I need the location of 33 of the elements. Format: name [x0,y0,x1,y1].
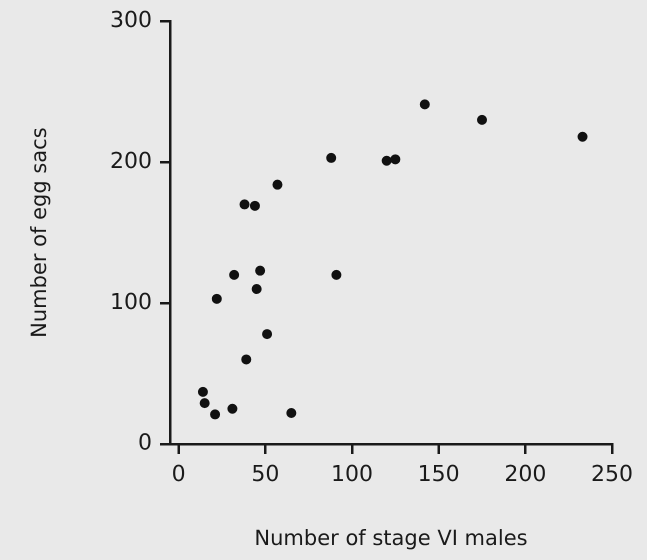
x-axis-title: Number of stage VI males [254,526,528,550]
point [326,152,336,163]
point [390,154,400,164]
y-tick-label: 200 [110,148,152,174]
point [229,270,240,280]
point [382,156,392,166]
point [578,132,588,142]
point [420,99,430,110]
point [262,329,272,340]
x-tick-label: 0 [172,462,186,487]
point [198,386,208,397]
point [286,408,296,418]
point [212,294,222,304]
point [227,404,238,414]
x-tick-label: 50 [251,462,280,487]
x-tick-label: 150 [418,462,460,487]
point [241,354,252,364]
y-axis-title: Number of egg sacs [27,127,52,338]
x-tick-label: 200 [504,462,546,487]
point [272,180,282,190]
point [210,409,220,420]
point [477,114,487,125]
x-tick-label: 250 [591,462,633,487]
point [240,199,250,210]
y-tick-label: 100 [110,290,152,315]
point [331,270,342,280]
point [250,200,260,211]
point [252,284,262,294]
point [200,398,210,408]
y-tick-label: 0 [138,430,152,456]
y-tick-label: 300 [110,8,152,33]
x-tick-label: 100 [331,462,373,487]
point [255,266,266,276]
